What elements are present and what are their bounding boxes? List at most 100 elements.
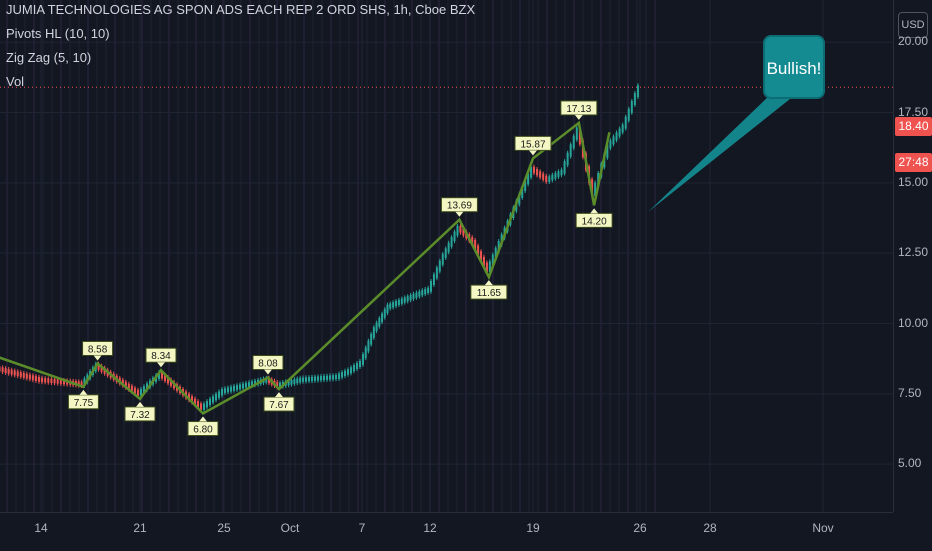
session-stripe — [627, 0, 629, 512]
session-stripe — [132, 0, 134, 512]
session-stripe — [141, 0, 143, 512]
candle-body — [497, 241, 500, 252]
candle-body — [136, 389, 139, 396]
candle-body — [296, 378, 299, 384]
candle-body — [28, 374, 31, 380]
session-stripe — [42, 0, 44, 512]
candle-body — [19, 372, 22, 377]
bullish-callout[interactable]: Bullish! — [763, 35, 825, 99]
session-stripe — [294, 0, 296, 512]
candle-body — [389, 303, 392, 309]
indicator-pivots-hl[interactable]: Pivots HL (10, 10) — [6, 26, 110, 41]
price-tick-label: 7.50 — [898, 385, 922, 400]
candle-body — [143, 386, 145, 394]
price-axis[interactable]: USD 5.00 7.50 10.00 12.50 15.00 17.50 20.00 18… — [893, 0, 932, 512]
candle-body — [305, 377, 307, 382]
candle-body — [317, 376, 319, 381]
currency-button[interactable]: USD — [898, 12, 928, 38]
pivot-label-text: 11.65 — [477, 288, 502, 299]
pivot-label-text: 7.75 — [74, 398, 94, 409]
candle-body — [563, 161, 566, 174]
candle-body — [566, 152, 569, 166]
candle-body — [31, 375, 34, 381]
time-tick-label: 14 — [34, 521, 48, 535]
pivot-label-text: 15.87 — [520, 139, 545, 150]
candle-body — [386, 304, 389, 314]
candle-body — [221, 389, 223, 396]
chart-plot-area[interactable]: 9.157.758.587.328.346.808.087.6713.6911.… — [0, 0, 893, 512]
session-stripe — [312, 0, 314, 512]
session-stripe — [447, 0, 449, 512]
session-stripe — [6, 0, 8, 512]
candle-body — [518, 193, 521, 205]
time-tick-label: 25 — [217, 521, 231, 535]
time-tick-label: 26 — [633, 521, 647, 535]
session-stripe — [384, 0, 386, 512]
pivot-label-high: 15.87 — [514, 135, 552, 156]
session-stripe — [465, 0, 467, 512]
session-stripe — [204, 0, 206, 512]
session-stripe — [15, 0, 17, 512]
candle-body — [395, 301, 398, 307]
candle-body — [230, 386, 232, 392]
candle-body — [392, 302, 395, 308]
candle-body — [335, 374, 337, 380]
candle-body — [44, 378, 47, 383]
price-tick-label: 12.50 — [898, 245, 929, 260]
candle-body — [350, 367, 352, 374]
candle-body — [364, 347, 367, 359]
last-price-tag: 18.40 — [895, 117, 932, 136]
candle-body — [444, 248, 447, 258]
pivot-label-text: 13.69 — [447, 201, 472, 212]
session-stripe — [474, 0, 476, 512]
session-stripe — [33, 0, 35, 512]
candle-body — [227, 387, 229, 393]
session-stripe — [60, 0, 62, 512]
candle-body — [164, 374, 166, 381]
candle-body — [7, 368, 10, 374]
pivot-label-high: 8.58 — [82, 340, 114, 361]
candle-body — [16, 371, 19, 377]
price-chart[interactable]: 9.157.758.587.328.346.808.087.6713.6911.… — [0, 0, 893, 512]
candle-body — [127, 383, 130, 390]
price-tick-label: 15.00 — [898, 174, 929, 189]
session-stripe — [636, 0, 638, 512]
session-stripe — [366, 0, 368, 512]
time-tick-label: Nov — [812, 521, 834, 535]
candle-body — [621, 124, 624, 133]
candle-body — [203, 403, 205, 410]
candle-body — [254, 380, 256, 386]
candle-body — [83, 378, 86, 386]
candle-body — [353, 365, 355, 372]
candle-body — [418, 291, 421, 297]
candle-body — [627, 108, 630, 121]
time-tick-label: 7 — [358, 521, 366, 535]
session-stripe — [402, 0, 404, 512]
candle-body — [302, 377, 304, 382]
session-stripe — [150, 0, 152, 512]
pivot-label-text: 7.32 — [130, 410, 150, 421]
candle-body — [381, 313, 384, 323]
price-tick-label: 10.00 — [898, 315, 929, 330]
candle-body — [453, 231, 456, 242]
candle-body — [557, 171, 560, 177]
candle-body — [618, 128, 621, 137]
candle-body — [456, 225, 459, 236]
candle-body — [477, 245, 480, 256]
chart-title[interactable]: JUMIA TECHNOLOGIES AG SPON ADS EACH REP … — [6, 2, 476, 17]
price-tick-label: 5.00 — [898, 456, 922, 471]
candle-body — [329, 375, 331, 380]
candle-body — [421, 290, 424, 296]
candle-body — [63, 379, 65, 385]
candle-body — [542, 173, 545, 180]
candle-body — [447, 242, 450, 253]
candle-body — [191, 396, 193, 403]
indicator-volume[interactable]: Vol — [6, 74, 25, 89]
time-axis[interactable]: 14 21 25 Oct 7 12 19 26 28 Nov — [0, 512, 893, 551]
candle-body — [218, 391, 220, 398]
session-stripe — [618, 0, 620, 512]
candle-body — [332, 375, 334, 380]
candle-body — [430, 281, 432, 292]
indicator-zigzag[interactable]: Zig Zag (5, 10) — [6, 50, 92, 65]
candle-body — [215, 393, 217, 401]
